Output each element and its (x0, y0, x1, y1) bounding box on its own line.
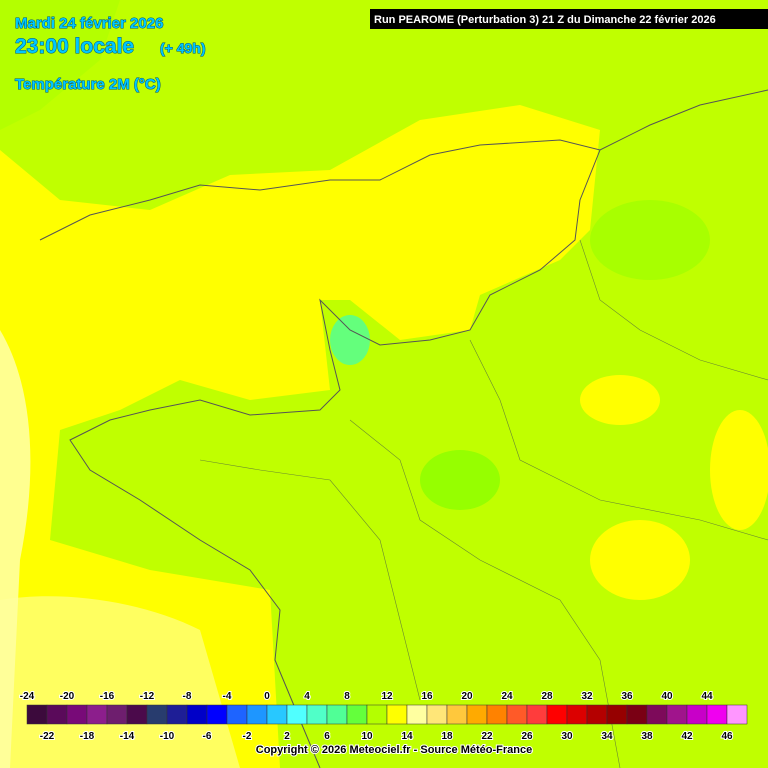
legend-swatch (186, 704, 208, 725)
run-info: Run PEAROME (Perturbation 3) 21 Z du Dim… (374, 14, 716, 26)
legend-label: 20 (461, 691, 473, 702)
legend-label: 32 (581, 691, 593, 702)
legend-label: -4 (223, 691, 232, 702)
legend-label: 36 (621, 691, 633, 702)
legend-swatch (546, 704, 568, 725)
legend-swatch (226, 704, 248, 725)
legend-swatch (606, 704, 628, 725)
legend-label: 28 (541, 691, 553, 702)
legend-label: 22 (481, 731, 493, 742)
legend-label: -16 (100, 691, 115, 702)
legend-swatch (566, 704, 588, 725)
legend-swatch (86, 704, 108, 725)
legend-swatch (266, 704, 288, 725)
cool-land-patch (330, 315, 370, 365)
legend-label: 24 (501, 691, 513, 702)
legend-swatch (126, 704, 148, 725)
legend-swatch (686, 704, 708, 725)
legend-swatch (286, 704, 308, 725)
cool-land-patch (420, 450, 500, 510)
legend-label: 8 (344, 691, 350, 702)
warm-land-patch (710, 410, 768, 530)
legend-label: 4 (304, 691, 310, 702)
legend-label: 2 (284, 731, 290, 742)
legend-swatch (46, 704, 68, 725)
legend-label: -22 (40, 731, 55, 742)
legend-swatch (426, 704, 448, 725)
legend-label: -10 (160, 731, 175, 742)
legend-label: 26 (521, 731, 533, 742)
legend-swatch (646, 704, 668, 725)
legend-label: 34 (601, 731, 613, 742)
legend-label: 0 (264, 691, 270, 702)
legend-label: 16 (421, 691, 433, 702)
legend-label: 42 (681, 731, 693, 742)
legend-swatch (206, 704, 228, 725)
legend-label: 30 (561, 731, 573, 742)
legend-swatch (486, 704, 508, 725)
legend-swatch (386, 704, 408, 725)
legend-label: 38 (641, 731, 653, 742)
legend-swatch (306, 704, 328, 725)
legend-swatch (346, 704, 368, 725)
legend-label: -6 (203, 731, 212, 742)
legend-swatch (506, 704, 528, 725)
legend-swatch (106, 704, 128, 725)
legend-label: -14 (120, 731, 135, 742)
legend-swatch (166, 704, 188, 725)
legend-label: -2 (243, 731, 252, 742)
legend-swatch (586, 704, 608, 725)
legend-label: 12 (381, 691, 393, 702)
legend-label: -18 (80, 731, 95, 742)
legend-swatch (146, 704, 168, 725)
legend-label: 40 (661, 691, 673, 702)
legend-swatch (446, 704, 468, 725)
legend-label: 6 (324, 731, 330, 742)
legend-swatch (26, 704, 48, 725)
copyright: Copyright © 2026 Meteociel.fr - Source M… (256, 744, 532, 756)
parameter: Température 2M (°C) (15, 76, 161, 93)
color-legend: -24-22-20-18-16-14-12-10-8-6-4-202468101… (19, 690, 748, 743)
run-banner (370, 9, 768, 29)
warm-land-patch (590, 520, 690, 600)
legend-swatch (526, 704, 548, 725)
coastline (39, 89, 768, 241)
legend-swatch (466, 704, 488, 725)
land-area (0, 0, 120, 130)
legend-label: 46 (721, 731, 733, 742)
legend-label: -12 (140, 691, 155, 702)
legend-swatch (66, 704, 88, 725)
sea-area (0, 105, 600, 768)
legend-label: 44 (701, 691, 713, 702)
date: Mardi 24 février 2026 (15, 15, 163, 32)
legend-label: -20 (60, 691, 75, 702)
warm-land-patch (580, 375, 660, 425)
legend-swatch (406, 704, 428, 725)
coastline (69, 149, 601, 768)
time: 23:00 locale (15, 35, 134, 58)
legend-swatch (666, 704, 688, 725)
warm-sea-patch (0, 596, 240, 768)
legend-swatch (626, 704, 648, 725)
lead-time: (+ 49h) (160, 40, 206, 56)
legend-label: 14 (401, 731, 413, 742)
region-border (199, 239, 768, 768)
legend-label: 10 (361, 731, 373, 742)
legend-swatch (726, 704, 748, 725)
legend-swatch (706, 704, 728, 725)
legend-swatch (326, 704, 348, 725)
legend-swatch (246, 704, 268, 725)
legend-label: -24 (20, 691, 35, 702)
legend-label: -8 (183, 691, 192, 702)
cool-land-patch (590, 200, 710, 280)
legend-swatch (366, 704, 388, 725)
legend-label: 18 (441, 731, 453, 742)
